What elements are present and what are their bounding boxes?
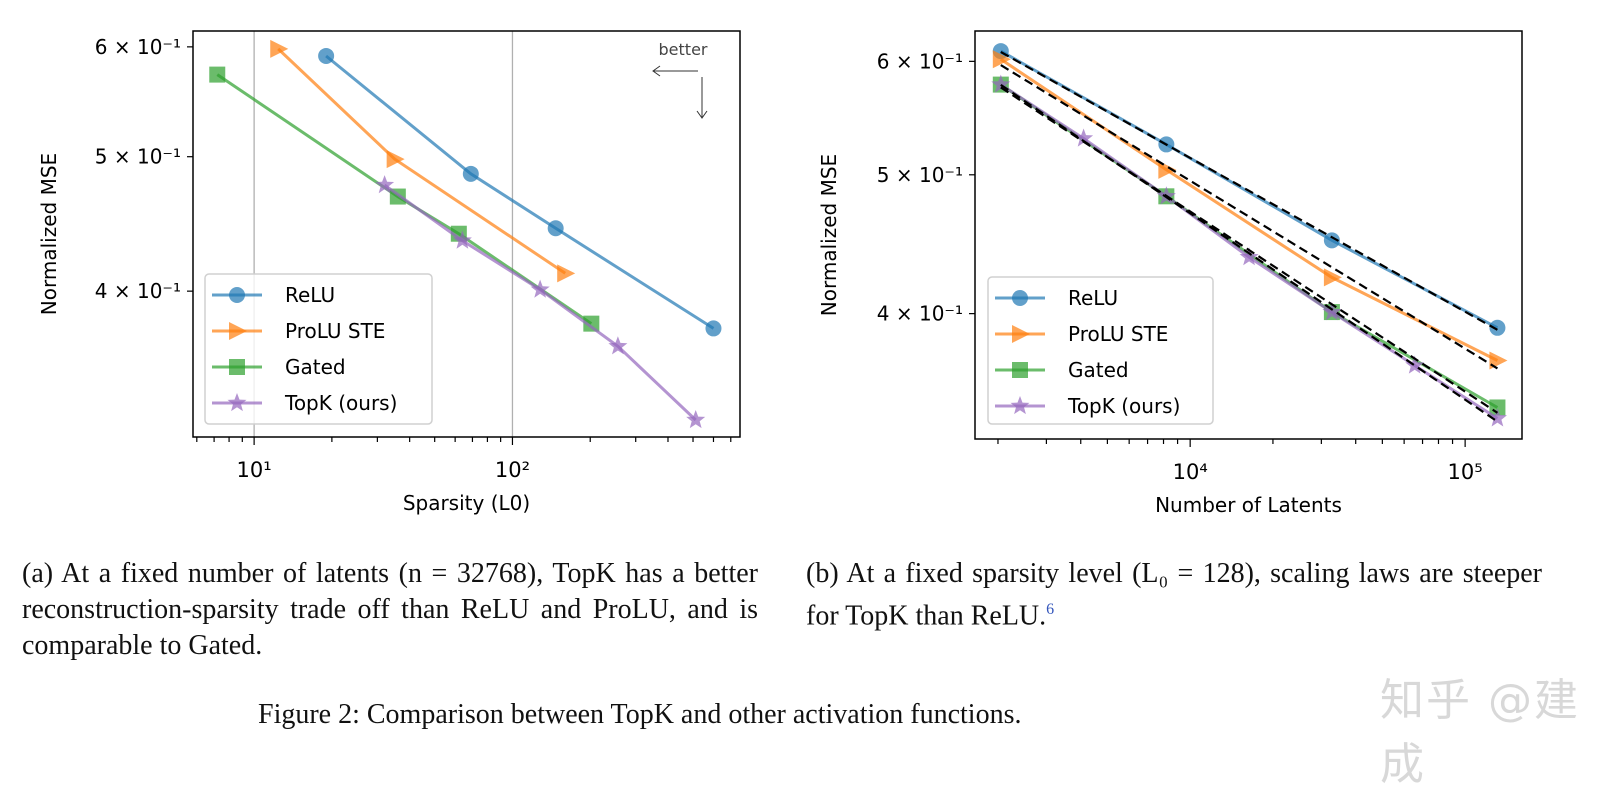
star-marker-icon	[1010, 396, 1030, 415]
legend: ReLU ProLU STE Gated TopK (ours)	[987, 276, 1214, 425]
x-tick-label: 10⁴	[1173, 460, 1208, 484]
legend-item: Gated	[995, 358, 1129, 382]
legend-item: ProLU STE	[212, 319, 385, 343]
circle-marker-icon	[1012, 290, 1028, 306]
x-axis-label: Number of Latents	[1155, 493, 1342, 517]
legend-item: TopK (ours)	[995, 394, 1180, 418]
data-point	[1487, 408, 1507, 427]
series-prolu-ste	[270, 39, 576, 283]
legend-label: ReLU	[285, 283, 335, 307]
legend-label: ProLU STE	[285, 319, 385, 343]
data-point	[452, 230, 472, 249]
data-point	[270, 39, 289, 58]
caption-b: (b) At a fixed sparsity level (L₀ = 128)…	[806, 556, 1542, 634]
star-marker-icon	[227, 393, 247, 412]
data-point	[318, 47, 335, 64]
caption-b-text: (b) At a fixed sparsity level (L₀ = 128)…	[806, 558, 1542, 632]
y-tick-label: 5 × 10⁻¹	[877, 163, 963, 187]
legend-label: Gated	[1068, 358, 1129, 382]
footnote-marker[interactable]: 6	[1046, 601, 1055, 618]
triangle-right-marker-icon	[1012, 325, 1030, 343]
data-point	[386, 150, 405, 169]
series-topk-ours	[375, 175, 706, 429]
data-point	[462, 165, 479, 182]
square-marker-icon	[229, 359, 245, 375]
data-point	[547, 220, 564, 237]
legend-label: TopK (ours)	[284, 391, 397, 415]
legend-label: TopK (ours)	[1067, 394, 1180, 418]
data-point	[1489, 351, 1508, 370]
better-label: better	[659, 40, 708, 59]
triangle-right-marker-icon	[229, 322, 247, 340]
x-tick-label: 10⁵	[1448, 460, 1483, 484]
data-point	[1323, 268, 1342, 287]
y-tick-label: 6 × 10⁻¹	[877, 49, 963, 73]
chart-panel-b: 10⁴ 10⁵ 6 × 10⁻¹ 5 × 10⁻¹ 4 × 10⁻¹ Number of …	[817, 30, 1523, 517]
data-point	[557, 264, 576, 283]
series-line	[999, 58, 1499, 362]
data-point	[1323, 232, 1340, 249]
arrow-down-icon	[696, 77, 708, 119]
data-point	[1239, 247, 1259, 266]
x-tick-label: 10¹	[237, 458, 272, 482]
data-point	[608, 336, 628, 355]
data-point	[1405, 355, 1425, 374]
data-point	[1489, 399, 1506, 416]
data-point	[530, 279, 550, 298]
plot-frame	[974, 30, 1523, 440]
fit-line	[1000, 64, 1499, 370]
series-prolu-ste	[992, 50, 1508, 370]
y-axis-label: Normalized MSE	[37, 153, 61, 315]
fit-line	[1000, 83, 1499, 423]
data-point	[991, 74, 1011, 93]
data-point	[992, 50, 1011, 69]
data-point	[705, 320, 722, 337]
legend-item: ProLU STE	[995, 322, 1168, 346]
legend-item: TopK (ours)	[212, 391, 397, 415]
fit-line	[1000, 51, 1498, 331]
y-tick-label: 5 × 10⁻¹	[95, 145, 181, 169]
x-axis-label: Sparsity (L0)	[403, 491, 530, 515]
series-relu	[318, 47, 722, 337]
better-annotation: better	[652, 40, 708, 119]
data-point	[686, 410, 706, 429]
x-tick-label: 10²	[495, 458, 530, 482]
data-point	[375, 175, 395, 194]
square-marker-icon	[1012, 362, 1028, 378]
y-tick-label: 4 × 10⁻¹	[95, 279, 181, 303]
y-tick-label: 6 × 10⁻¹	[95, 35, 181, 59]
series-line	[325, 54, 715, 330]
legend-item: Gated	[212, 355, 346, 379]
legend-label: Gated	[285, 355, 346, 379]
arrow-left-icon	[652, 65, 698, 77]
series-line	[1000, 49, 1499, 330]
legend-item: ReLU	[212, 283, 335, 307]
legend: ReLU ProLU STE Gated TopK (ours)	[204, 273, 433, 425]
chart-panel-a: 10¹ 10² 6 × 10⁻¹ 5 × 10⁻¹ 4 × 10⁻¹ Sparsity (…	[37, 30, 741, 515]
figure-caption: Figure 2: Comparison between TopK and ot…	[258, 699, 1022, 730]
data-point	[209, 66, 226, 83]
legend-label: ReLU	[1068, 286, 1118, 310]
caption-a: (a) At a fixed number of latents (n = 32…	[22, 558, 758, 661]
data-point	[1074, 128, 1094, 147]
data-point	[1489, 319, 1506, 336]
series-line	[277, 47, 567, 275]
plot-frame	[192, 30, 741, 438]
legend-box	[204, 273, 433, 425]
data-point	[583, 315, 600, 332]
y-axis-label: Normalized MSE	[817, 154, 841, 316]
legend-item: ReLU	[995, 286, 1118, 310]
y-tick-label: 4 × 10⁻¹	[877, 302, 963, 326]
circle-marker-icon	[229, 287, 245, 303]
legend-box	[987, 276, 1214, 425]
legend-label: ProLU STE	[1068, 322, 1168, 346]
watermark: 知乎 @建成	[1380, 675, 1580, 790]
data-point	[1322, 302, 1342, 321]
